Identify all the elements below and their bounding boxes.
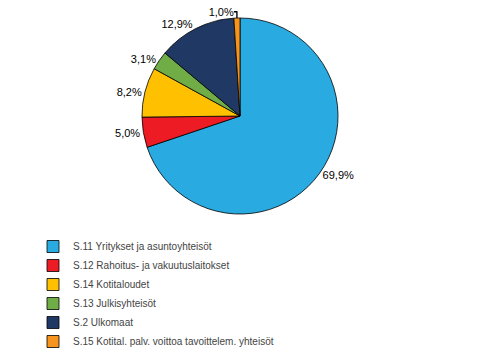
svg-text:S.14 Kotitaloudet: S.14 Kotitaloudet (73, 279, 149, 290)
svg-text:8,2%: 8,2% (117, 86, 142, 98)
svg-text:3,1%: 3,1% (131, 53, 156, 65)
svg-text:S.12 Rahoitus- ja vakuutuslait: S.12 Rahoitus- ja vakuutuslaitokset (73, 260, 229, 271)
svg-text:S.15 Kotital. palv. voittoa ta: S.15 Kotital. palv. voittoa tavoittelem.… (73, 336, 274, 347)
svg-text:12,9%: 12,9% (161, 18, 192, 30)
svg-text:5,0%: 5,0% (115, 127, 140, 139)
svg-text:1,0%: 1,0% (209, 6, 234, 18)
svg-text:69,9%: 69,9% (323, 169, 354, 181)
svg-text:S.13 Julkisyhteisöt: S.13 Julkisyhteisöt (73, 298, 156, 309)
svg-text:S.11 Yritykset ja asuntoyhteis: S.11 Yritykset ja asuntoyhteisöt (73, 241, 212, 252)
svg-text:S.2 Ulkomaat: S.2 Ulkomaat (73, 317, 133, 328)
